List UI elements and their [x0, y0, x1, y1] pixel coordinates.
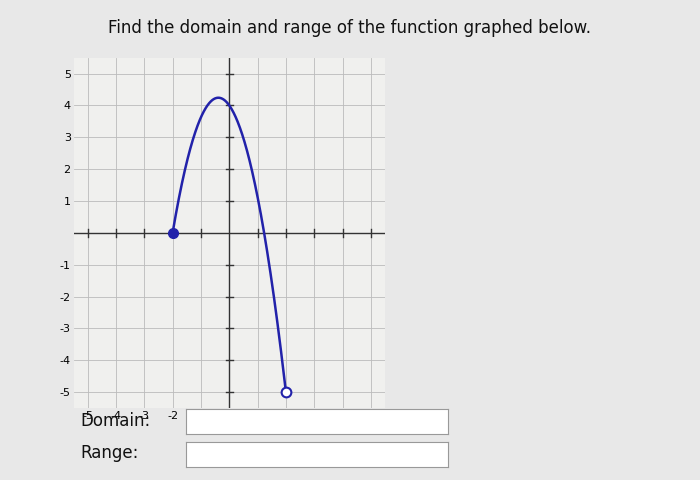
Text: Domain:: Domain: [80, 412, 150, 430]
Text: Find the domain and range of the function graphed below.: Find the domain and range of the functio… [108, 19, 592, 37]
Text: Range:: Range: [80, 444, 139, 462]
